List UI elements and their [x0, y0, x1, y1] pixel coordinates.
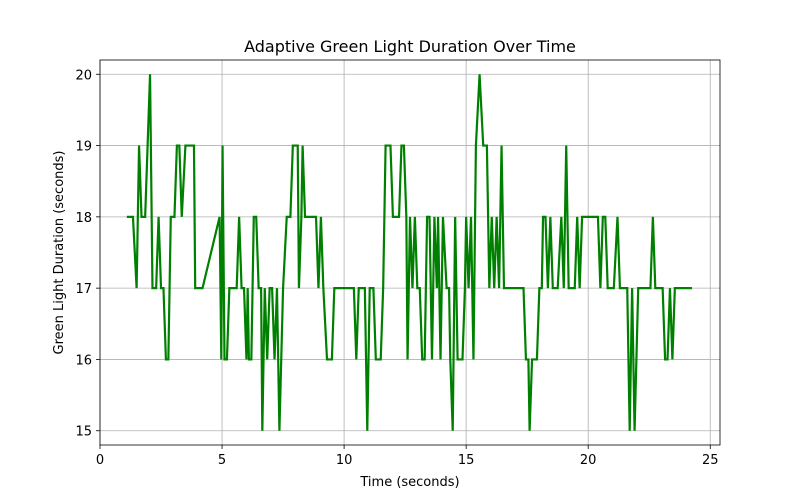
- y-tick-label: 15: [75, 425, 92, 440]
- y-axis-ticks: 15 16 17 18 19 20: [75, 68, 100, 440]
- x-tick-label: 0: [96, 453, 104, 468]
- chart-title: Adaptive Green Light Duration Over Time: [244, 37, 576, 56]
- x-tick-label: 5: [218, 453, 226, 468]
- x-axis-label: Time (seconds): [359, 475, 459, 490]
- plot-frame: [99, 59, 721, 446]
- y-tick-label: 16: [75, 353, 92, 368]
- y-tick-label: 17: [75, 282, 92, 297]
- series-layer: [126, 74, 692, 431]
- x-tick-label: 20: [580, 453, 597, 468]
- x-tick-label: 15: [458, 453, 475, 468]
- x-axis-ticks: 0 5 10 15 20 25: [96, 445, 719, 468]
- gridlines: [99, 60, 720, 445]
- y-tick-label: 18: [75, 211, 92, 226]
- y-tick-label: 19: [75, 140, 92, 155]
- x-tick-label: 25: [702, 453, 719, 468]
- y-tick-label: 20: [75, 68, 92, 83]
- series-line: [126, 74, 692, 431]
- y-axis-label: Green Light Duration (seconds): [52, 151, 67, 355]
- x-tick-label: 10: [336, 453, 353, 468]
